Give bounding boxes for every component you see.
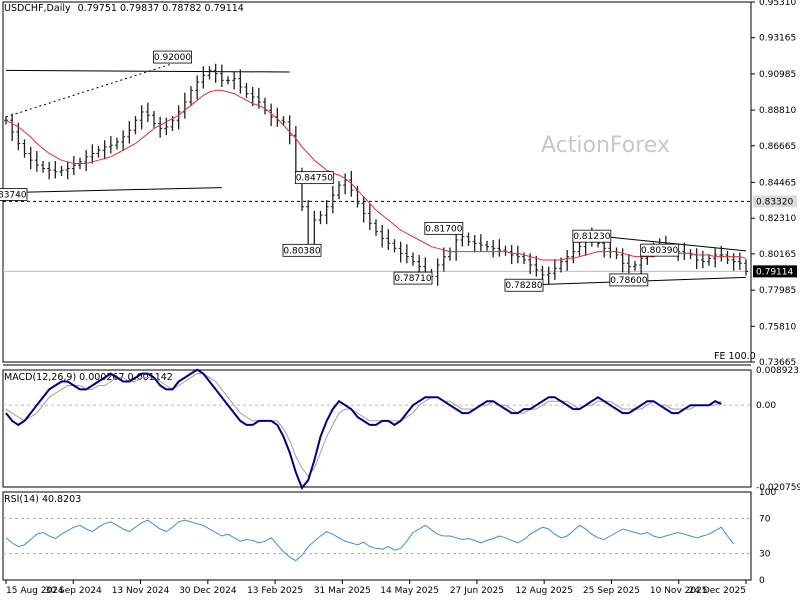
trendline — [5, 63, 173, 118]
price-y-axis: 0.95310 0.93165 0.90985 0.88810 0.86665 0.844… — [751, 0, 796, 368]
annotation-box — [640, 243, 680, 257]
annotation-label: 0.81230 — [573, 232, 610, 242]
level-label: 0.79114 — [756, 267, 793, 277]
annotation-box — [393, 271, 433, 285]
rsi-y-tick-label: 70 — [759, 514, 771, 524]
rsi-line — [5, 519, 735, 562]
annotation-label: 0.78280 — [505, 281, 542, 291]
annotation-box — [282, 243, 322, 257]
macd-y-tick-label: 0.00 — [756, 401, 776, 411]
y-tick-label: 0.84465 — [759, 178, 796, 188]
y-tick-label: 0.90985 — [759, 70, 796, 80]
x-tick-label: 15 Aug 2024 — [6, 586, 64, 596]
symbol-header: USDCHF,Daily 0.79751 0.79837 0.78782 0.7… — [4, 3, 244, 14]
x-tick-label: 27 Jun 2025 — [450, 586, 504, 596]
x-tick-label: 10 Nov 2025 — [650, 586, 708, 596]
x-tick-label: 25 Sep 2025 — [583, 586, 640, 596]
annotation-box — [153, 50, 192, 64]
x-tick-label: 30 Dec 2024 — [179, 586, 237, 596]
annotation-label: 0.80380 — [283, 246, 320, 256]
rsi-header: RSI(14) 40.8203 — [4, 494, 82, 505]
rsi-y-tick-label: 0 — [759, 576, 765, 586]
annotation-label: 0.92000 — [154, 53, 191, 63]
annotation-box — [294, 171, 334, 185]
level-label: 0.83320 — [756, 197, 793, 207]
x-tick-label: 13 Feb 2025 — [247, 586, 303, 596]
x-tick-label: 31 Mar 2025 — [314, 586, 371, 596]
price-panel-frame — [2, 1, 752, 363]
y-tick-label: 0.86665 — [759, 142, 796, 152]
rsi-panel-frame — [2, 491, 752, 581]
macd-y-axis: 0.008923 0.00 -0.020759 — [756, 366, 800, 493]
annotation-label: 0.80390 — [641, 246, 678, 256]
annotation-label: 0.81700 — [425, 224, 462, 234]
y-tick-label: 0.82310 — [759, 214, 796, 224]
y-tick-label: 0.77985 — [759, 286, 796, 296]
annotation-box — [572, 229, 612, 243]
moving-average-line — [5, 89, 747, 261]
x-tick-label: 12 Aug 2025 — [515, 586, 573, 596]
y-tick-label: 0.73665 — [759, 358, 796, 368]
macd-panel-frame — [2, 369, 752, 488]
fe-label: FE 100.0 — [714, 351, 756, 362]
macd-signal-line — [5, 373, 722, 477]
y-tick-label: 0.80165 — [759, 250, 796, 260]
x-tick-label: 14 May 2025 — [380, 586, 439, 596]
rsi-y-tick-label: 30 — [759, 550, 771, 560]
level-label-box — [753, 195, 797, 208]
trendline — [5, 69, 290, 73]
annotation-label: 0.83740 — [0, 190, 27, 200]
annotation-label: 0.78710 — [394, 274, 431, 284]
annotation-label: 0.84750 — [296, 174, 333, 184]
y-tick-label: 0.93165 — [759, 34, 796, 44]
macd-line — [5, 368, 722, 490]
macd-y-tick-label: 0.008923 — [756, 366, 799, 376]
annotation-box — [424, 221, 464, 235]
macd-header: MACD(12,26,9) 0.000267 0.001142 — [4, 372, 173, 383]
watermark-text: ActionForex — [541, 133, 670, 158]
y-tick-label: 0.88810 — [759, 106, 796, 116]
trendline — [5, 187, 222, 194]
y-tick-label: 0.95310 — [759, 0, 796, 8]
annotation-box — [609, 273, 649, 287]
annotation-box — [504, 278, 544, 292]
annotation-box — [0, 188, 28, 201]
rsi-y-tick-label: 100 — [759, 488, 776, 498]
macd-y-tick-label: -0.020759 — [756, 483, 800, 493]
level-label-box — [753, 265, 797, 278]
x-tick-label: 24 Dec 2025 — [689, 586, 747, 596]
rsi-y-axis: 100 70 30 0 — [759, 488, 776, 586]
x-tick-label: 13 Nov 2024 — [112, 586, 170, 596]
annotation-label: 0.78600 — [610, 276, 647, 286]
y-tick-label: 0.75810 — [759, 322, 796, 332]
symbol-label: USDCHF,Daily — [4, 3, 71, 14]
ohlc-values: 0.79751 0.79837 0.78782 0.79114 — [77, 3, 244, 14]
x-tick-label: 30 Sep 2024 — [45, 586, 102, 596]
price-bars — [4, 63, 748, 286]
